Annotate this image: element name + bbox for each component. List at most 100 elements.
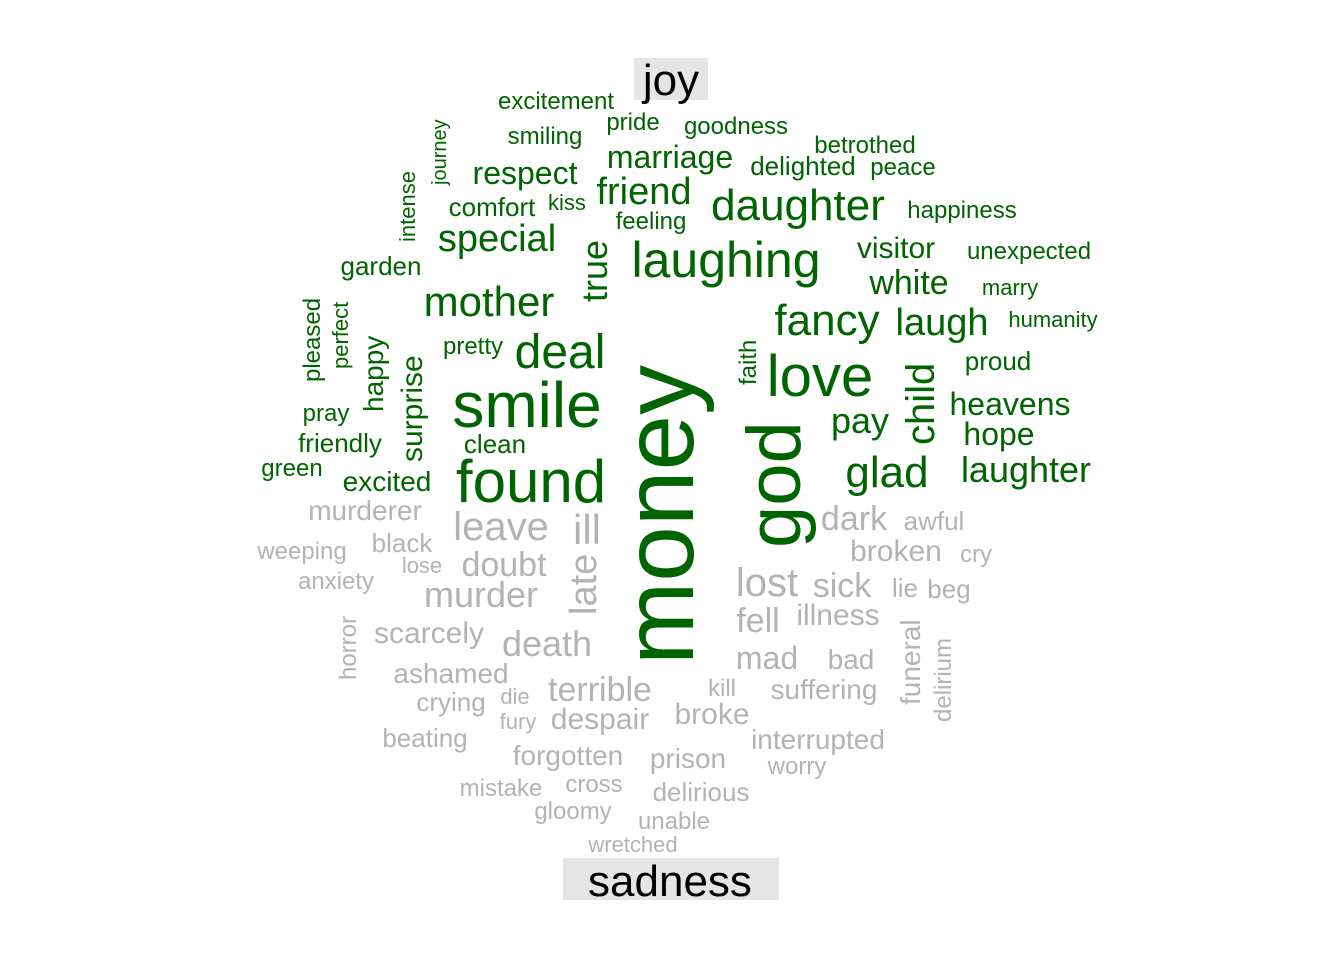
word-delirium: delirium — [930, 638, 957, 722]
word-found: found — [456, 448, 606, 515]
group-label-background-sadness — [563, 858, 779, 900]
word-excited: excited — [343, 466, 432, 497]
word-cross: cross — [565, 771, 622, 798]
word-smiling: smiling — [508, 123, 583, 150]
word-green: green — [261, 455, 322, 482]
word-pretty: pretty — [443, 333, 503, 360]
word-visitor: visitor — [857, 232, 935, 265]
word-illness: illness — [796, 599, 879, 632]
word-beating: beating — [382, 723, 467, 753]
word-suffering: suffering — [771, 674, 878, 705]
word-ashamed: ashamed — [393, 658, 508, 689]
word-kiss: kiss — [548, 190, 586, 215]
word-unexpected: unexpected — [967, 238, 1091, 265]
word-beg: beg — [927, 574, 970, 604]
word-lost: lost — [736, 561, 798, 605]
word-fancy: fancy — [774, 296, 879, 345]
word-betrothed: betrothed — [814, 132, 915, 159]
word-interrupted: interrupted — [751, 724, 885, 755]
word-god: god — [732, 421, 817, 548]
word-respect: respect — [473, 155, 578, 191]
word-special: special — [438, 218, 556, 260]
word-late: late — [563, 554, 605, 615]
word-lose: lose — [402, 553, 442, 578]
word-wretched: wretched — [587, 832, 677, 857]
word-deal: deal — [515, 326, 606, 379]
word-money: money — [603, 365, 715, 665]
word-mistake: mistake — [460, 775, 543, 802]
word-proud: proud — [965, 346, 1032, 376]
word-pray: pray — [303, 400, 350, 427]
word-surprise: surprise — [396, 355, 429, 462]
group-label-joy: joy — [641, 56, 699, 105]
word-terrible: terrible — [548, 671, 652, 709]
word-forgotten: forgotten — [513, 740, 624, 771]
word-anxiety: anxiety — [298, 568, 374, 595]
word-excitement: excitement — [498, 88, 614, 115]
word-bad: bad — [828, 644, 875, 675]
word-friendly: friendly — [298, 428, 382, 458]
word-unable: unable — [638, 808, 710, 835]
word-heavens: heavens — [950, 386, 1071, 422]
word-faith: faith — [735, 340, 762, 385]
word-laughter: laughter — [961, 449, 1091, 490]
word-weeping: weeping — [256, 538, 346, 565]
word-marriage: marriage — [607, 139, 733, 175]
word-perfect: perfect — [328, 302, 353, 369]
word-white: white — [868, 264, 948, 302]
word-black: black — [372, 528, 434, 558]
word-scarcely: scarcely — [374, 617, 484, 650]
word-delighted: delighted — [750, 151, 856, 181]
word-happiness: happiness — [907, 197, 1016, 224]
word-death: death — [502, 623, 592, 664]
word-love: love — [767, 344, 873, 409]
word-murderer: murderer — [308, 495, 422, 526]
word-die: die — [500, 684, 529, 709]
word-kill: kill — [708, 675, 736, 702]
word-ill: ill — [573, 506, 601, 553]
word-doubt: doubt — [461, 546, 547, 584]
word-cry: cry — [960, 541, 992, 568]
word-leave: leave — [453, 505, 549, 549]
word-crying: crying — [416, 687, 485, 717]
word-mother: mother — [424, 278, 555, 325]
word-journey: journey — [429, 119, 451, 186]
word-delirious: delirious — [653, 777, 750, 807]
word-hope: hope — [963, 416, 1034, 452]
word-despair: despair — [551, 703, 649, 736]
word-marry: marry — [982, 275, 1038, 300]
word-laughing: laughing — [631, 232, 820, 288]
word-prison: prison — [650, 743, 726, 774]
word-feeling: feeling — [616, 208, 687, 235]
word-happy: happy — [358, 336, 389, 412]
word-pride: pride — [606, 109, 659, 136]
word-intense: intense — [395, 171, 420, 242]
word-true: true — [574, 240, 615, 302]
word-murder: murder — [424, 574, 538, 615]
word-humanity: humanity — [1008, 307, 1097, 332]
word-goodness: goodness — [684, 113, 788, 140]
word-broke: broke — [674, 698, 749, 731]
word-pay: pay — [831, 400, 889, 441]
word-funeral: funeral — [895, 619, 926, 705]
word-worry: worry — [767, 753, 827, 780]
word-fury: fury — [500, 709, 537, 734]
group-label-background-joy — [634, 58, 708, 100]
group-label-sadness: sadness — [588, 857, 752, 906]
word-mad: mad — [736, 640, 798, 676]
word-fell: fell — [736, 602, 779, 640]
word-smile: smile — [452, 369, 601, 441]
word-dark: dark — [821, 500, 888, 538]
word-daughter: daughter — [711, 181, 885, 230]
word-clean: clean — [464, 429, 526, 459]
word-awful: awful — [904, 506, 965, 536]
word-pleased: pleased — [299, 298, 326, 382]
word-peace: peace — [870, 154, 935, 181]
word-friend: friend — [596, 171, 691, 213]
word-glad: glad — [845, 448, 928, 497]
word-garden: garden — [341, 251, 422, 281]
word-comfort: comfort — [449, 192, 536, 222]
word-laugh: laugh — [896, 302, 989, 344]
word-sick: sick — [813, 567, 873, 605]
